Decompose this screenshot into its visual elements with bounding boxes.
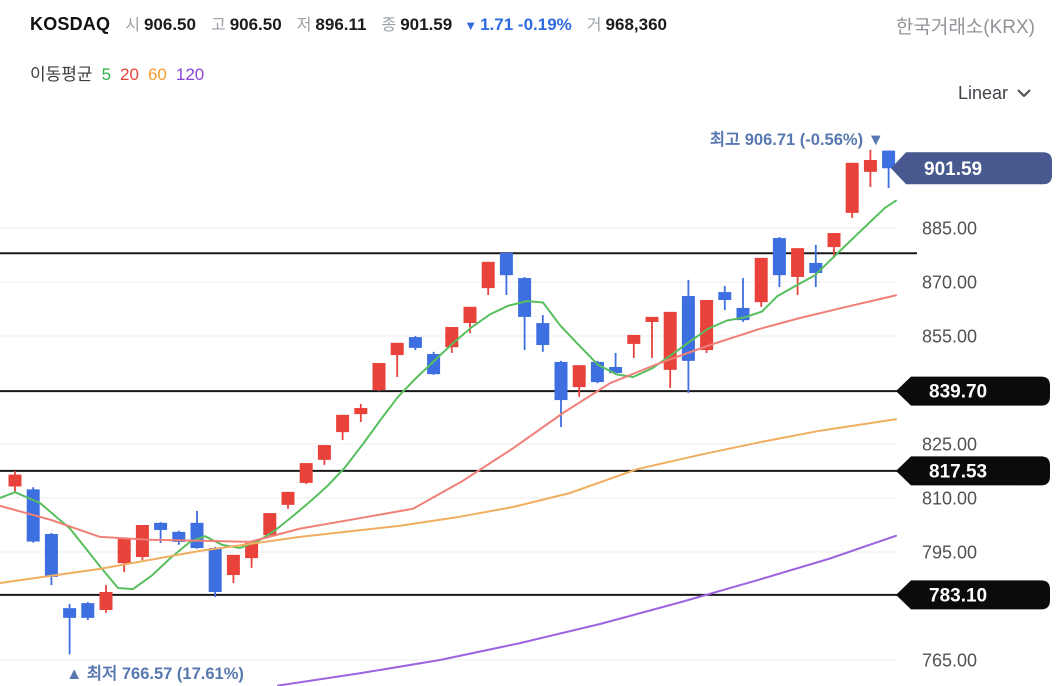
candle-body <box>645 316 659 322</box>
symbol-title: KOSDAQ <box>30 14 111 34</box>
y-axis-tick: 825.00 <box>922 435 977 455</box>
candle-body <box>791 248 805 277</box>
candle-body <box>154 522 168 531</box>
candle-body <box>845 162 859 213</box>
level-badge-value: 783.10 <box>929 585 987 606</box>
candle-body <box>390 342 404 356</box>
ma120-line <box>277 534 897 686</box>
candle-body <box>63 608 77 618</box>
change-group: ▼ 1.71 -0.19% <box>464 15 572 35</box>
candle-body <box>718 292 732 300</box>
candle-body <box>554 361 568 401</box>
candle-body <box>663 311 677 370</box>
candle-body <box>281 491 295 505</box>
candle-body <box>809 262 823 273</box>
close-value: 901.59 <box>400 15 453 34</box>
candle-body <box>463 306 477 324</box>
level-badge-value: 839.70 <box>929 382 987 403</box>
ma60-line <box>0 418 897 584</box>
candle-body <box>882 150 896 169</box>
candle-body <box>408 337 422 348</box>
level-badge-value: 817.53 <box>929 461 987 482</box>
candle-body <box>8 474 22 487</box>
candle-body <box>190 522 204 549</box>
candle-body <box>518 278 532 317</box>
change-percent: -0.19% <box>517 15 572 34</box>
open-value: 906.50 <box>143 15 196 34</box>
ma5-line <box>0 199 897 591</box>
ma20-legend[interactable]: 20 <box>120 65 139 84</box>
candle-body <box>827 233 841 248</box>
y-axis-tick: 855.00 <box>922 327 977 347</box>
candle-body <box>208 548 222 592</box>
y-axis-tick: 810.00 <box>922 489 977 509</box>
y-axis-tick: 795.00 <box>922 543 977 563</box>
chevron-down-icon <box>1017 89 1031 97</box>
current-price-badge <box>891 152 1052 185</box>
candle-body <box>81 603 95 618</box>
candle-body <box>481 261 495 289</box>
candle-body <box>536 323 550 345</box>
candle-body <box>336 414 350 433</box>
high-label: 고 <box>210 17 226 34</box>
level-badge <box>896 376 1050 406</box>
candle-body <box>299 463 313 483</box>
exchange-name: 한국거래소(KRX) <box>895 17 1035 38</box>
close-label: 종 <box>381 17 397 34</box>
ma20-line <box>0 294 897 543</box>
down-arrow-icon: ▼ <box>464 18 478 33</box>
candle-body <box>172 531 186 542</box>
low-label: 저 <box>296 17 312 34</box>
candle-body <box>117 537 131 564</box>
chart-header: KOSDAQ 시 906.50 고 906.50 저 896.11 종 901.… <box>30 11 667 35</box>
period-low-annotation: ▲ 최저 766.57 (17.61%) <box>66 664 244 683</box>
period-high-annotation: 최고 906.71 (-0.56%) ▼ <box>710 130 884 149</box>
candle-body <box>317 445 331 460</box>
ma5-legend[interactable]: 5 <box>101 65 112 84</box>
candle-body <box>772 238 786 276</box>
volume-value: 968,360 <box>605 15 667 34</box>
scale-selector[interactable]: Linear <box>958 83 1031 104</box>
candle-body <box>226 554 240 576</box>
candle-body <box>44 534 58 577</box>
volume-label: 거 <box>586 17 602 34</box>
candle-body <box>135 525 149 558</box>
candle-body <box>372 363 386 390</box>
level-badge <box>896 580 1050 610</box>
moving-average-legend: 이동평균 5 20 60 120 <box>30 60 204 85</box>
y-axis-tick: 885.00 <box>922 219 977 239</box>
level-badge <box>896 456 1050 486</box>
candle-body <box>245 543 259 559</box>
candle-body <box>354 408 368 415</box>
scale-selector-label: Linear <box>957 83 1008 103</box>
ma120-legend[interactable]: 120 <box>175 65 205 84</box>
change-value: 1.71 <box>480 15 514 34</box>
candle-body <box>627 334 641 344</box>
ma60-legend[interactable]: 60 <box>147 65 167 84</box>
candle-body <box>609 366 623 374</box>
candle-body <box>99 591 113 610</box>
candle-body <box>863 159 877 172</box>
candle-body <box>263 513 277 536</box>
legend-label: 이동평균 <box>30 65 93 84</box>
open-label: 시 <box>125 17 140 34</box>
y-axis-tick: 765.00 <box>922 651 977 671</box>
candle-body <box>499 252 513 276</box>
high-value: 906.50 <box>229 15 282 34</box>
candle-body <box>572 365 586 388</box>
candle-body <box>754 257 768 303</box>
candle-body <box>700 300 714 351</box>
y-axis-tick: 870.00 <box>922 273 977 293</box>
current-price-badge-value: 901.59 <box>924 159 982 180</box>
low-value: 896.11 <box>315 15 367 34</box>
